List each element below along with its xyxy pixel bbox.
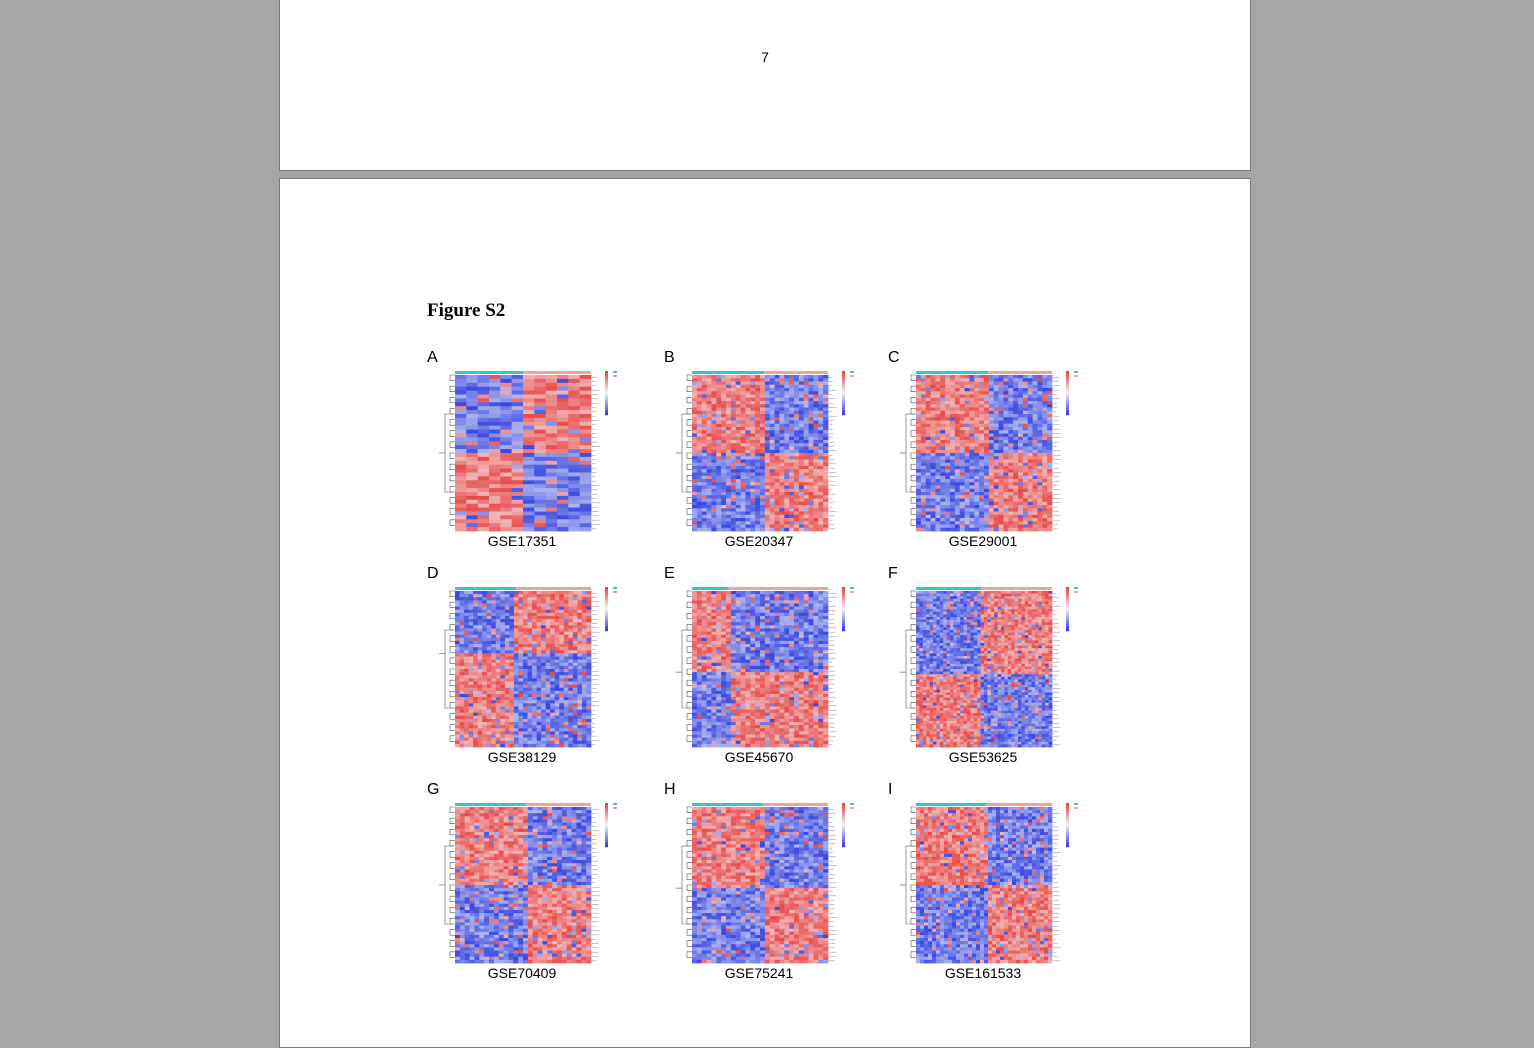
panel-caption: GSE70409	[427, 965, 617, 981]
heatmap-panel-i: I GSE161533	[888, 781, 1088, 991]
heatmap-panel-e: E GSE45670	[664, 565, 864, 775]
heatmap-image	[664, 349, 864, 533]
panel-caption: GSE75241	[664, 965, 854, 981]
heatmap-panel-f: F GSE53625	[888, 565, 1088, 775]
panel-caption: GSE161533	[888, 965, 1078, 981]
heatmap-image	[664, 565, 864, 749]
heatmap-image	[427, 781, 627, 965]
page-number: 7	[280, 49, 1250, 65]
panel-caption: GSE38129	[427, 749, 617, 765]
heatmap-image	[427, 565, 627, 749]
heatmap-image	[888, 781, 1088, 965]
heatmap-panel-d: D GSE38129	[427, 565, 627, 775]
heatmap-panel-h: H GSE75241	[664, 781, 864, 991]
panel-caption: GSE45670	[664, 749, 854, 765]
heatmap-panel-a: A GSE17351	[427, 349, 627, 559]
panel-caption: GSE17351	[427, 533, 617, 549]
heatmap-panel-b: B GSE20347	[664, 349, 864, 559]
heatmap-image	[427, 349, 627, 533]
heatmap-image	[888, 349, 1088, 533]
panel-caption: GSE20347	[664, 533, 854, 549]
heatmap-panel-g: G GSE70409	[427, 781, 627, 991]
panel-caption: GSE53625	[888, 749, 1078, 765]
previous-page: 7	[279, 0, 1251, 171]
current-page: Figure S2 A GSE17351 B GSE20347 C GSE290…	[279, 178, 1251, 1048]
heatmap-image	[664, 781, 864, 965]
heatmap-image	[888, 565, 1088, 749]
heatmap-panel-c: C GSE29001	[888, 349, 1088, 559]
figure-title: Figure S2	[427, 300, 505, 322]
panel-caption: GSE29001	[888, 533, 1078, 549]
